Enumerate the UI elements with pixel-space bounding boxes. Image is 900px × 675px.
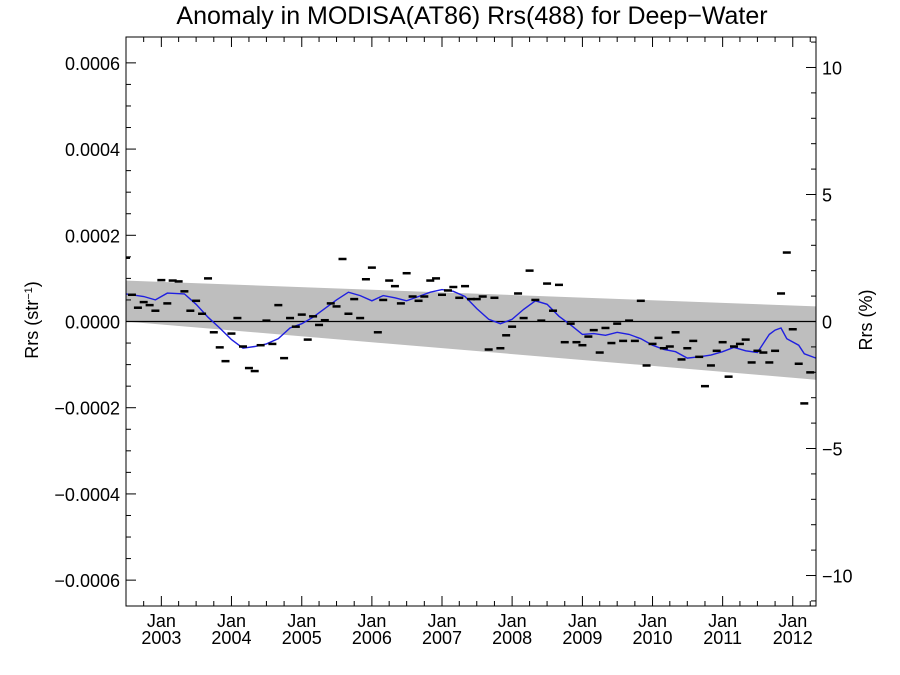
x-tick-label-month: Jan xyxy=(708,611,737,631)
y-tick-label: −0.0004 xyxy=(54,485,120,505)
y-tick-label: 0.0006 xyxy=(65,54,120,74)
x-tick-label-year: 2010 xyxy=(633,628,673,648)
smooth-line xyxy=(125,288,817,359)
x-tick-label-year: 2011 xyxy=(703,628,742,648)
y-tick-label: 0.0002 xyxy=(65,226,120,246)
x-tick-label-month: Jan xyxy=(568,611,597,631)
y-axis-label-main: Rrs (str xyxy=(22,300,42,359)
x-tick-label-year: 2006 xyxy=(352,628,392,648)
x-tick-label-year: 2003 xyxy=(141,628,181,648)
y-tick-label: −0.0002 xyxy=(54,399,120,419)
x-tick-label-month: Jan xyxy=(217,611,246,631)
x-tick-label-year: 2008 xyxy=(492,628,532,648)
x-tick-label-month: Jan xyxy=(287,611,316,631)
x-tick-label-month: Jan xyxy=(498,611,527,631)
x-tick-label-year: 2012 xyxy=(773,628,813,648)
y-right-tick-label: −10 xyxy=(822,567,853,587)
x-tick-label-year: 2009 xyxy=(562,628,602,648)
x-tick-label-year: 2007 xyxy=(422,628,462,648)
x-tick-label-month: Jan xyxy=(638,611,667,631)
y-axis-label-superscript: −1 xyxy=(23,287,35,300)
y-axis-right-label: Rrs (%) xyxy=(856,290,876,351)
y-axis-label: Rrs (str−1) xyxy=(22,281,42,359)
plot-area: 0.0006 0.0004 0.0002 0.0000 −0.0002 −0.0004 −0… xyxy=(54,36,853,648)
y-tick-label: 0.0004 xyxy=(65,140,120,160)
y-right-tick-label: −5 xyxy=(822,440,843,460)
y-right-tick-label: 5 xyxy=(822,185,832,205)
chart-title: Anomaly in MODISA(AT86) Rrs(488) for Dee… xyxy=(176,2,767,30)
uncertainty-band xyxy=(126,280,816,380)
y-tick-label: −0.0006 xyxy=(54,571,120,591)
x-tick-label-year: 2004 xyxy=(211,628,251,648)
y-right-tick-label: 0 xyxy=(822,313,832,333)
x-tick-label-month: Jan xyxy=(427,611,456,631)
x-tick-label-month: Jan xyxy=(778,611,807,631)
y-right-tick-label: 10 xyxy=(822,58,842,78)
y-tick-label: 0.0000 xyxy=(65,313,120,333)
y-axis-label-close: ) xyxy=(22,281,42,287)
x-tick-label-year: 2005 xyxy=(282,628,322,648)
x-tick-label-month: Jan xyxy=(147,611,176,631)
x-tick-label-month: Jan xyxy=(357,611,386,631)
